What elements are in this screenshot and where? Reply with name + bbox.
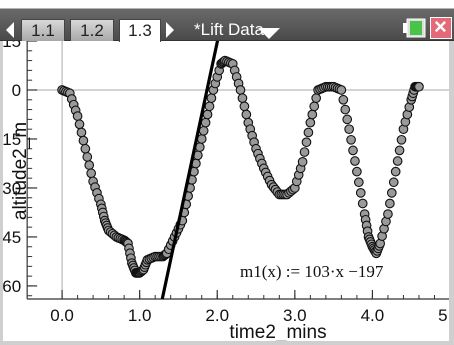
data-point[interactable]: [396, 134, 407, 145]
y-tick-label: -45: [0, 228, 21, 247]
data-point[interactable]: [350, 156, 360, 166]
data-point[interactable]: [305, 117, 316, 128]
data-point[interactable]: [344, 124, 354, 135]
data-point[interactable]: [303, 127, 314, 138]
tab-1-2[interactable]: 1.2: [70, 19, 114, 41]
data-point[interactable]: [235, 85, 246, 95]
data-point[interactable]: [76, 127, 87, 138]
y-tick-label: -30: [0, 179, 21, 198]
data-point[interactable]: [80, 143, 91, 154]
chevron-down-icon[interactable]: [258, 28, 280, 39]
data-point[interactable]: [383, 209, 393, 219]
data-point[interactable]: [204, 101, 215, 112]
data-point[interactable]: [414, 81, 424, 92]
data-point[interactable]: [348, 145, 358, 156]
data-point[interactable]: [198, 125, 209, 136]
data-point[interactable]: [357, 198, 368, 209]
data-point[interactable]: [309, 101, 320, 112]
title-bar: 1.1 1.2 1.3 *Lift Data ×: [0, 0, 454, 42]
data-point[interactable]: [392, 156, 403, 166]
y-tick-label: -15: [0, 130, 21, 149]
close-icon: ×: [434, 14, 447, 39]
y-tick-label: -60: [0, 277, 21, 296]
data-point[interactable]: [237, 93, 248, 104]
data-point[interactable]: [352, 166, 362, 177]
data-point[interactable]: [78, 135, 89, 146]
data-point[interactable]: [297, 156, 308, 167]
data-point[interactable]: [301, 137, 312, 148]
data-point[interactable]: [82, 152, 93, 162]
data-point[interactable]: [239, 101, 250, 112]
triangle-right-icon[interactable]: [166, 22, 174, 38]
data-point[interactable]: [346, 134, 356, 145]
data-point[interactable]: [311, 93, 322, 104]
data-point[interactable]: [202, 109, 213, 120]
data-point[interactable]: [385, 198, 395, 209]
data-point[interactable]: [86, 168, 97, 179]
data-point[interactable]: [84, 160, 95, 170]
data-point[interactable]: [390, 166, 401, 177]
y-axis-label: altitude2_m: [10, 122, 31, 220]
battery-icon: [403, 18, 426, 38]
x-tick-label: 1.0: [128, 306, 152, 325]
screen-frame-bottom: [0, 341, 454, 345]
x-axis-label: time2_mins: [229, 322, 326, 343]
screen-frame-left: [0, 41, 3, 345]
y-tick-label: 15: [2, 41, 21, 51]
data-point[interactable]: [386, 188, 397, 198]
data-point[interactable]: [74, 119, 85, 130]
data-point[interactable]: [355, 188, 366, 198]
data-point[interactable]: [299, 147, 310, 157]
x-tick-label: 3.0: [283, 306, 307, 325]
x-tick-label: 4.0: [361, 306, 385, 325]
fit-equation-label: m1(x) := 103·x −197: [240, 262, 384, 281]
y-tick-label: 0: [12, 81, 21, 100]
scatter-plot[interactable]: 150-15-30-45-600.01.02.03.04.05.0 time2_…: [0, 41, 454, 345]
x-tick-label: 2.0: [205, 306, 229, 325]
fit-line[interactable]: [160, 41, 222, 300]
document-title[interactable]: *Lift Data: [194, 20, 264, 39]
triangle-left-icon[interactable]: [6, 22, 14, 38]
tab-1-3[interactable]: 1.3: [119, 19, 161, 42]
data-point[interactable]: [338, 94, 349, 105]
data-point[interactable]: [307, 109, 318, 120]
data-point[interactable]: [200, 117, 211, 128]
data-point[interactable]: [394, 145, 405, 156]
data-point[interactable]: [388, 177, 399, 188]
data-point[interactable]: [342, 114, 353, 125]
data-point[interactable]: [340, 104, 351, 115]
x-tick-label: 0.0: [50, 306, 74, 325]
close-button[interactable]: ×: [430, 14, 452, 39]
tab-1-1[interactable]: 1.1: [21, 19, 65, 41]
screen-frame-right: [449, 41, 454, 345]
data-point[interactable]: [206, 93, 217, 104]
data-point[interactable]: [336, 85, 347, 95]
data-point[interactable]: [241, 109, 252, 120]
data-point[interactable]: [353, 177, 364, 188]
data-point[interactable]: [72, 111, 83, 121]
